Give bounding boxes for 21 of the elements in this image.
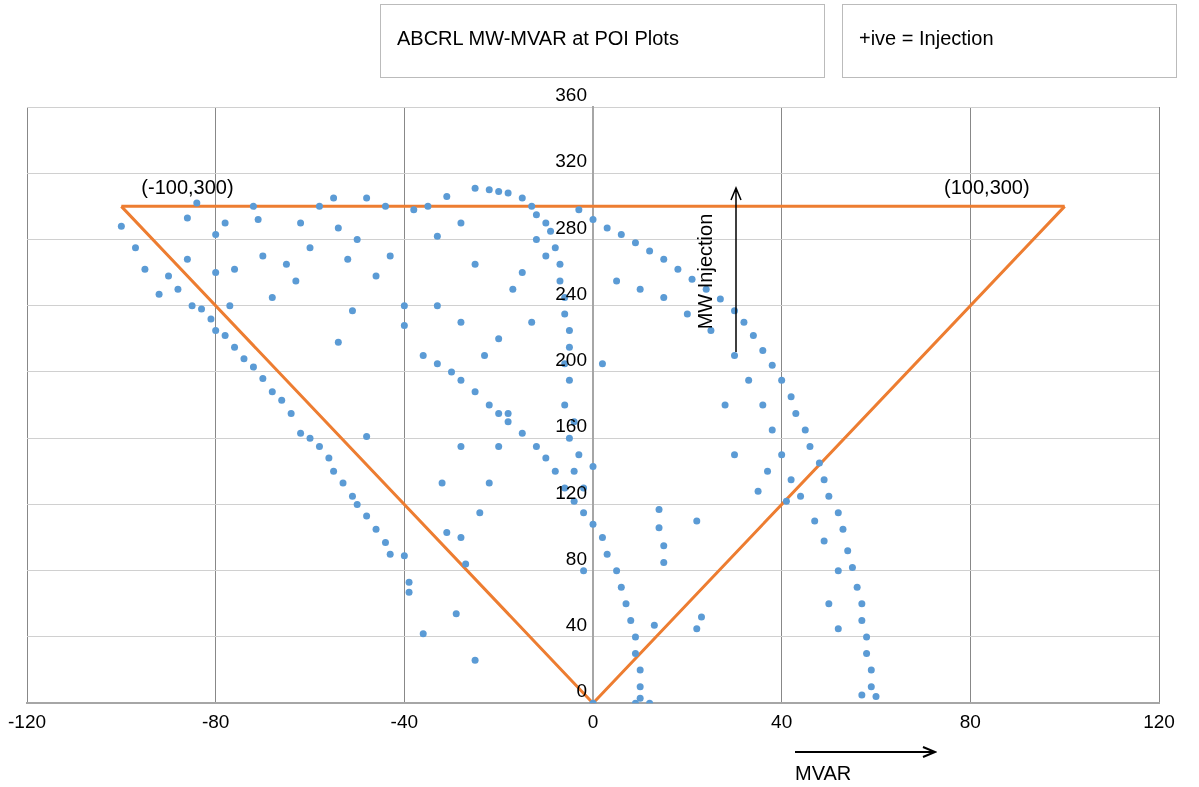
y-tick-label: 280 bbox=[555, 216, 588, 238]
x-axis-title: MVAR bbox=[795, 762, 852, 785]
y-axis-title: MW Injection bbox=[693, 212, 717, 332]
y-tick-label: 120 bbox=[555, 481, 588, 503]
annotation: (-100,300) bbox=[141, 175, 234, 198]
y-tick-label: 200 bbox=[555, 349, 588, 371]
y-tick-label: 360 bbox=[555, 84, 588, 106]
annotation: (100,300) bbox=[944, 175, 1030, 198]
y-tick-label: 80 bbox=[565, 547, 588, 569]
text: +ive = Injection bbox=[842, 4, 1177, 78]
x-tick-label: 40 bbox=[771, 710, 793, 732]
x-tick-label: -40 bbox=[390, 710, 419, 732]
y-tick-label: 240 bbox=[555, 282, 588, 304]
y-tick-label: 40 bbox=[565, 614, 588, 636]
y-tick-label: 320 bbox=[555, 150, 588, 172]
x-tick-label: -120 bbox=[8, 710, 47, 732]
x-tick-label: 120 bbox=[1143, 710, 1175, 732]
x-tick-label: -80 bbox=[201, 710, 230, 732]
x-tick-label: 80 bbox=[959, 710, 981, 732]
y-tick-label: 160 bbox=[555, 415, 588, 437]
chart-title: ABCRL MW-MVAR at POI Plots bbox=[380, 4, 825, 78]
